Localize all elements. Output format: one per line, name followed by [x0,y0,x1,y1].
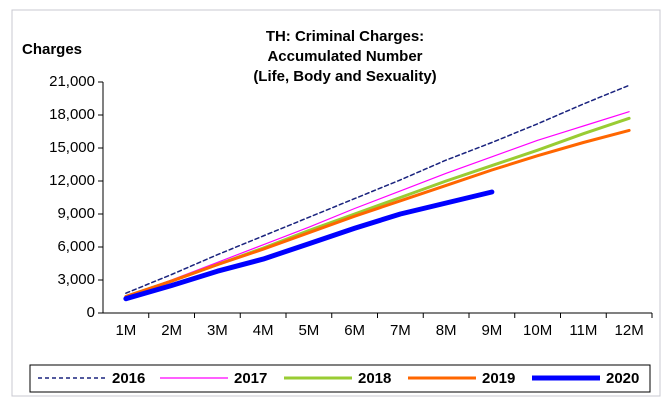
x-tick-label: 11M [569,322,597,339]
y-tick-label: 3,000 [57,271,95,288]
y-tick-label: 6,000 [57,238,95,255]
y-axis-label: Charges [22,41,82,58]
series-line [124,128,631,298]
legend-label: 2016 [112,370,145,387]
x-tick-label: 9M [481,322,502,339]
x-tick-label: 12M [615,322,644,339]
series-line [125,111,630,298]
legend-label: 2017 [234,370,267,387]
legend-label: 2018 [358,370,391,387]
x-tick-label: 4M [253,322,274,339]
x-tick-label: 2M [161,322,182,339]
series-line [125,84,630,294]
x-tick-label: 1M [115,322,136,339]
x-tick-label: 8M [436,322,457,339]
legend-label: 2020 [606,370,639,387]
x-tick-label: 7M [390,322,411,339]
chart-title: TH: Criminal Charges: [266,28,424,45]
y-tick-label: 0 [87,304,95,321]
y-tick-label: 12,000 [49,172,95,189]
x-tick-label: 3M [207,322,228,339]
x-tick-label: 5M [298,322,319,339]
y-tick-label: 15,000 [49,139,95,156]
y-tick-label: 18,000 [49,106,95,123]
x-tick-label: 6M [344,322,365,339]
y-tick-label: 9,000 [57,205,95,222]
x-tick-label: 10M [523,322,552,339]
legend-label: 2019 [482,370,515,387]
y-tick-label: 21,000 [49,73,95,90]
chart-frame [11,9,661,397]
series-line [123,189,495,302]
chart-title: Accumulated Number [267,48,422,65]
chart-title: (Life, Body and Sexuality) [253,68,436,85]
